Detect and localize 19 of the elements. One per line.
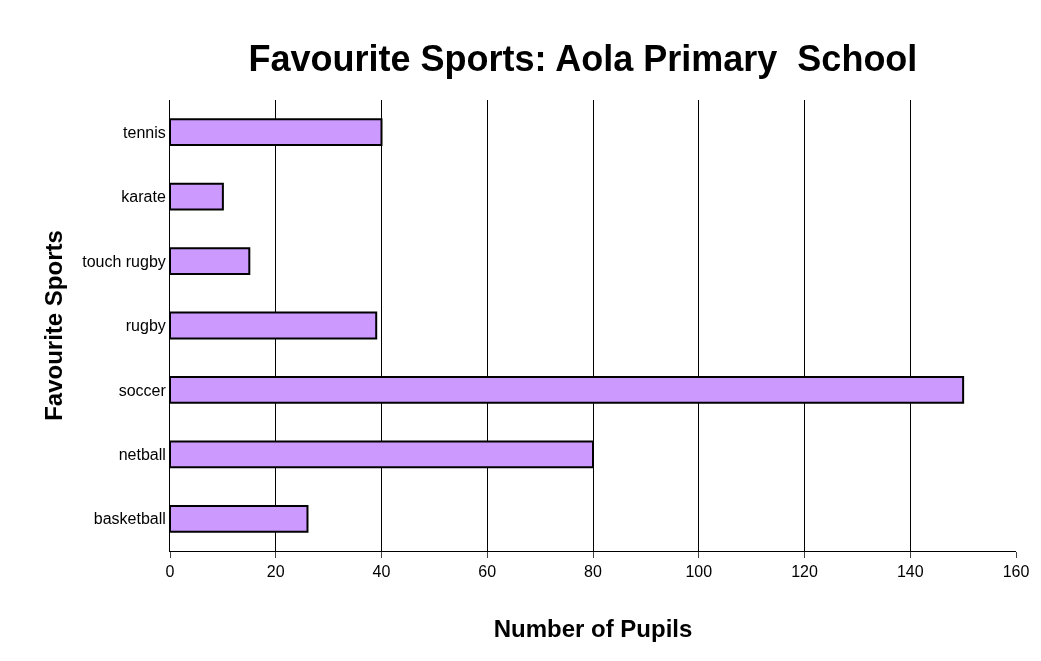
y-tick-label: touch rugby <box>82 252 166 270</box>
x-tick-label: 60 <box>478 563 497 581</box>
y-tick-label: soccer <box>118 381 167 399</box>
y-tick-label: rugby <box>125 317 166 335</box>
y-tick-label: karate <box>121 188 166 206</box>
y-tick-label: netball <box>118 445 166 463</box>
y-axis-title: Favourite Sports <box>40 230 68 421</box>
x-tick-label: 40 <box>372 563 391 581</box>
y-tick-label: tennis <box>123 123 166 141</box>
x-axis-title: Number of Pupils <box>493 614 693 642</box>
x-tick-label: 140 <box>896 563 924 581</box>
x-tick-label: 80 <box>584 563 602 581</box>
x-tick-label: 20 <box>266 563 285 581</box>
chart-title: Favourite Sports: Aola Primary School <box>248 38 918 80</box>
x-tick-label: 160 <box>1002 563 1030 581</box>
x-tick-label: 120 <box>791 563 818 581</box>
x-tick-label: 100 <box>685 563 713 581</box>
x-tick-label: 0 <box>165 563 175 581</box>
y-tick-label: basketball <box>93 510 166 528</box>
